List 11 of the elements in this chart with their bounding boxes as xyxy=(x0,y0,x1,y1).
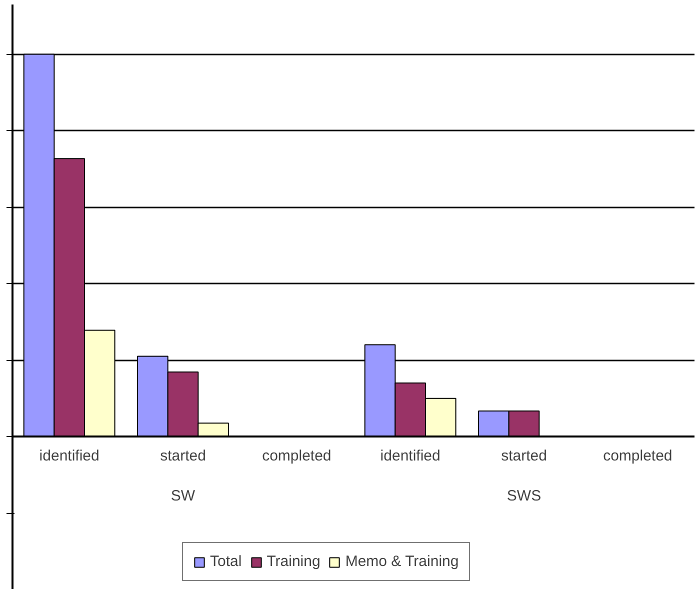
x-tick-label: identified xyxy=(39,448,100,465)
text: SWS xyxy=(506,488,542,505)
x-tick-label: started xyxy=(501,448,547,465)
legend-label: Training xyxy=(266,553,320,570)
x-tick-label: completed xyxy=(262,448,332,465)
text: SW xyxy=(170,488,196,505)
x-tick-label: completed xyxy=(603,448,672,465)
legend-label: Total xyxy=(210,553,242,570)
legend-label: Memo & Training xyxy=(345,553,459,570)
x-tick-label: started xyxy=(160,448,206,465)
x-tick-label: identified xyxy=(380,448,440,465)
